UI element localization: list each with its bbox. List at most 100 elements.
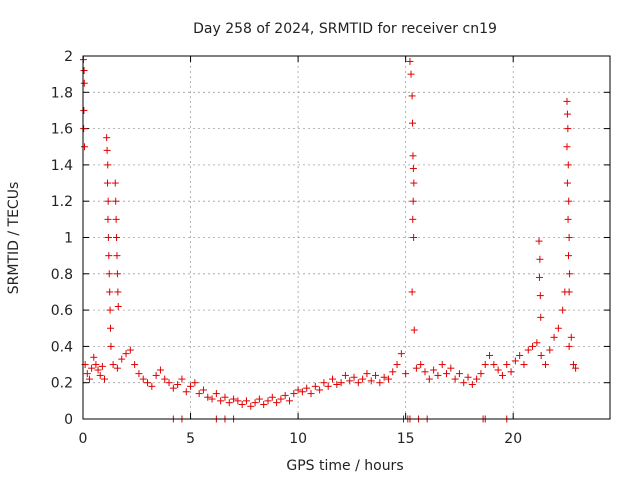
data-point: [139, 375, 147, 383]
data-point: [350, 373, 358, 381]
data-point: [451, 375, 459, 383]
data-point: [417, 361, 425, 369]
data-point: [148, 382, 156, 390]
axis-ticks: 00.20.40.60.811.21.41.61.820 5 10 15 20: [51, 49, 610, 447]
data-point: [537, 351, 545, 359]
data-point: [567, 333, 575, 341]
data-point: [195, 390, 203, 398]
data-point: [410, 326, 418, 334]
x-tick-label: 15: [397, 431, 415, 447]
data-point: [434, 371, 442, 379]
data-point: [135, 370, 143, 378]
data-point: [397, 350, 405, 358]
data-point: [564, 125, 572, 133]
data-point: [468, 381, 476, 389]
data-point: [113, 234, 121, 241]
data-point: [563, 97, 571, 105]
data-point: [126, 346, 134, 354]
data-point: [455, 370, 463, 378]
data-point: [204, 393, 212, 401]
y-axis-label: SRMTID / TECUs: [6, 182, 22, 295]
y-tick-label: 1.8: [51, 85, 73, 101]
data-point: [536, 292, 544, 300]
data-point: [410, 179, 418, 187]
y-tick-label: 0.8: [51, 267, 73, 283]
data-point: [112, 197, 120, 205]
data-point: [460, 379, 468, 387]
data-point: [98, 362, 106, 370]
data-point: [565, 288, 573, 296]
data-point: [563, 143, 571, 151]
data-point: [290, 390, 298, 398]
data-point: [90, 353, 98, 361]
data-point: [230, 395, 238, 403]
data-point: [537, 313, 545, 321]
data-point: [536, 255, 544, 263]
data-point: [104, 234, 112, 241]
data-point: [260, 400, 268, 408]
data-point: [333, 381, 341, 389]
data-point: [554, 324, 562, 332]
data-point: [511, 357, 519, 365]
data-point: [85, 375, 93, 383]
data-point: [507, 368, 515, 376]
data-point: [430, 366, 438, 374]
data-point: [503, 361, 511, 369]
data-point: [221, 393, 229, 401]
data-point: [122, 350, 130, 358]
data-point: [408, 92, 416, 100]
data-point: [490, 361, 498, 369]
data-point: [273, 399, 281, 407]
data-point: [208, 395, 216, 403]
data-point: [152, 371, 160, 379]
data-point: [111, 179, 119, 187]
data-point: [113, 252, 121, 260]
data-point: [103, 134, 111, 142]
data-point: [178, 375, 186, 383]
data-point: [410, 234, 418, 241]
data-point: [447, 364, 455, 372]
y-tick-label: 1.4: [51, 158, 73, 174]
chart-title: Day 258 of 2024, SRMTID for receiver cn1…: [193, 21, 497, 37]
data-point: [165, 379, 173, 387]
data-point: [409, 215, 417, 223]
data-point: [80, 67, 88, 75]
data-point: [498, 371, 506, 379]
data-point: [118, 355, 126, 363]
data-point: [363, 370, 371, 378]
data-point: [409, 119, 417, 127]
y-tick-label: 0.4: [51, 339, 73, 355]
data-point: [303, 384, 311, 392]
data-point: [367, 377, 375, 385]
data-point: [324, 382, 332, 390]
data-point: [564, 252, 572, 260]
data-point: [242, 397, 250, 405]
data-point: [92, 361, 100, 369]
data-point: [425, 375, 433, 383]
data-point: [234, 397, 242, 405]
data-point: [486, 351, 494, 359]
data-point: [494, 366, 502, 374]
data-point: [106, 306, 114, 314]
data-point: [104, 179, 112, 187]
y-tick-label: 0.6: [51, 303, 73, 319]
data-point: [104, 197, 112, 205]
data-point: [103, 146, 111, 154]
data-point: [443, 370, 451, 378]
data-point: [83, 370, 91, 378]
x-tick-label: 20: [504, 431, 522, 447]
data-point: [421, 368, 429, 376]
data-point: [412, 364, 420, 372]
data-point: [380, 373, 388, 381]
data-point: [409, 197, 417, 205]
data-point: [409, 165, 417, 173]
data-point: [96, 371, 104, 379]
data-point: [105, 270, 113, 278]
data-point: [225, 399, 233, 407]
data-point: [247, 402, 255, 410]
data-point: [277, 395, 285, 403]
data-point: [212, 390, 220, 398]
data-point: [409, 152, 417, 160]
data-point: [104, 215, 112, 223]
